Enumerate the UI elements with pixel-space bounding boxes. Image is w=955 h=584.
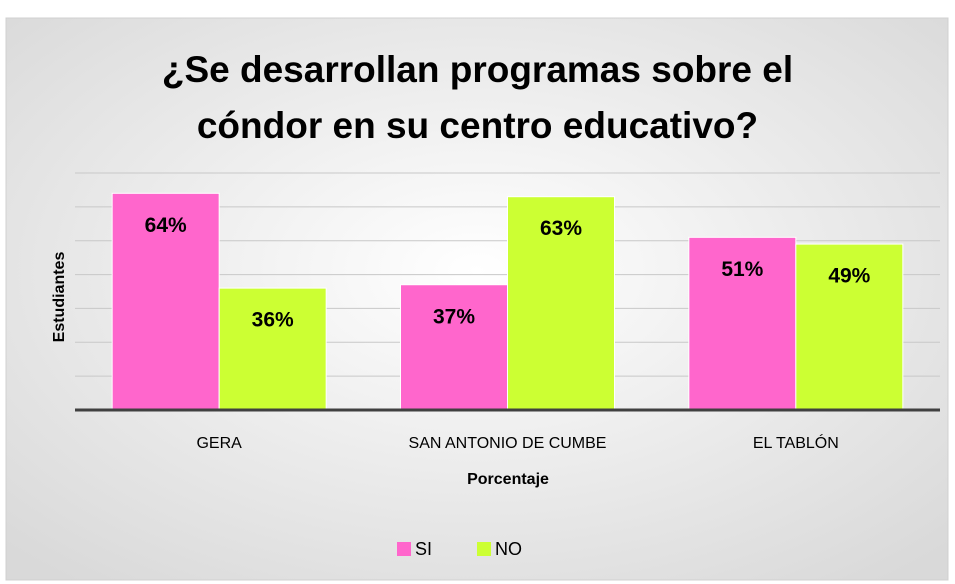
legend-swatch xyxy=(477,542,491,556)
data-label: 49% xyxy=(828,265,870,288)
x-tick-label: SAN ANTONIO DE CUMBE xyxy=(409,435,607,452)
data-label: 36% xyxy=(252,309,294,332)
bar xyxy=(507,196,615,411)
data-label: 63% xyxy=(540,217,582,240)
bar xyxy=(111,192,220,411)
x-tick-label: EL TABLÓN xyxy=(753,433,839,452)
legend-swatch xyxy=(397,542,411,556)
x-tick-label: GERA xyxy=(196,435,242,452)
data-label: 51% xyxy=(721,258,763,281)
data-label: 37% xyxy=(433,305,475,328)
bar xyxy=(795,243,904,411)
bar xyxy=(688,236,797,411)
chart-title: ¿Se desarrollan programas sobre el cóndo… xyxy=(161,49,794,146)
bar xyxy=(400,284,508,411)
x-axis-label: Porcentaje xyxy=(467,471,549,488)
bar xyxy=(218,287,327,411)
legend-label: SI xyxy=(415,539,432,559)
y-axis-label: Estudiantes xyxy=(51,252,68,343)
data-label: 64% xyxy=(145,214,187,237)
legend-label: NO xyxy=(495,539,522,559)
title-box: ¿Se desarrollan programas sobre el cóndo… xyxy=(0,42,955,154)
